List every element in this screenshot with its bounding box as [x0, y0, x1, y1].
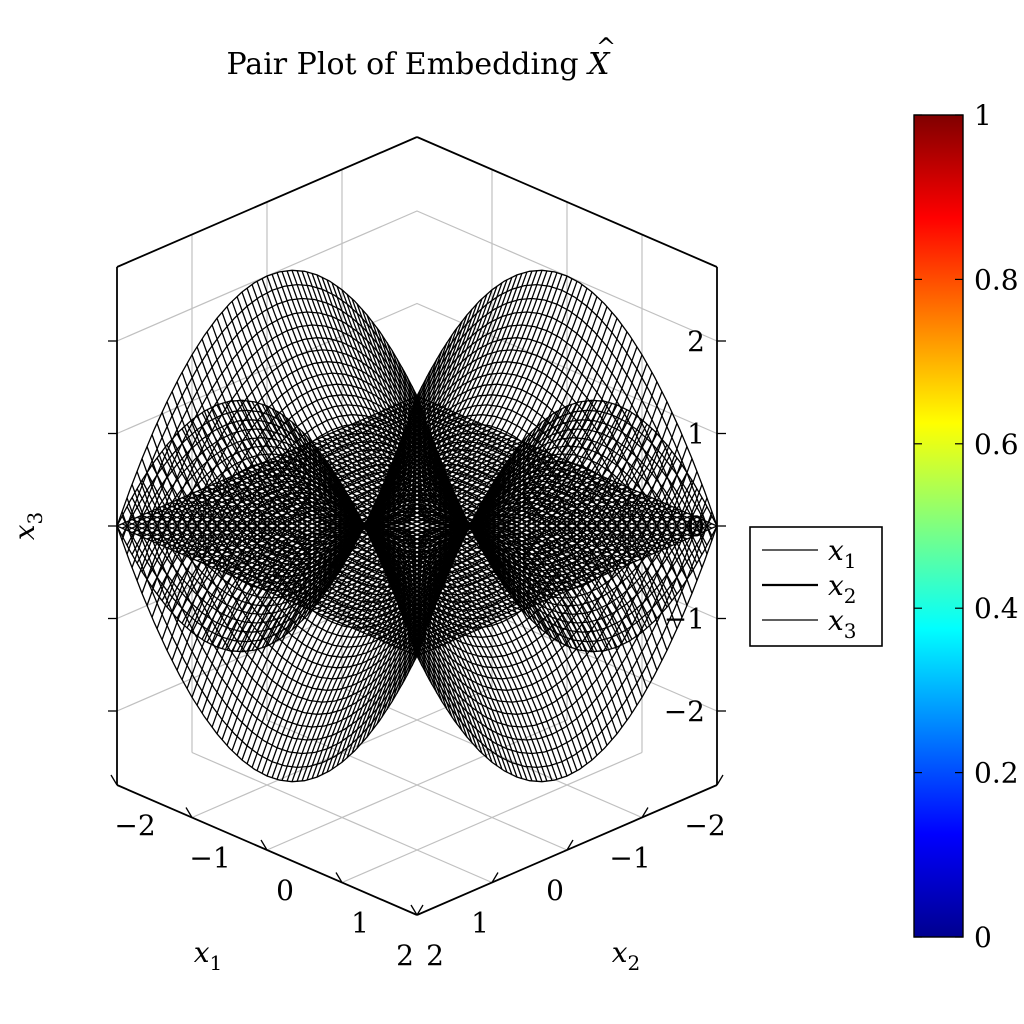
mesh-line-x1	[151, 434, 453, 691]
x1-tick	[491, 872, 499, 883]
mesh-line-x2	[401, 428, 703, 685]
mesh-line-x1	[116, 399, 418, 657]
mesh-line-x1	[116, 525, 418, 657]
x1-tick	[566, 839, 574, 851]
colorbar-tick-label: 0.6	[974, 428, 1019, 461]
mesh-line-x2	[411, 511, 713, 769]
colorbar-tick-label: 0.2	[974, 757, 1019, 790]
x1-axis-label: x1	[194, 936, 223, 975]
axis-edge	[116, 136, 418, 268]
z-tick-label: 0	[687, 510, 705, 543]
mesh-line-x1	[161, 411, 463, 669]
chart-title: Pair Plot of Embedding X	[226, 47, 611, 82]
mesh-line-x1	[136, 516, 438, 648]
mesh-line-x2	[391, 514, 693, 646]
axis-edge	[416, 136, 718, 268]
mesh-line-x2	[396, 471, 698, 728]
mesh-line-x2	[406, 497, 708, 755]
x1-tick-label: 0	[546, 874, 564, 907]
mesh-line-x1	[121, 511, 423, 769]
z-tick-label: 1	[687, 418, 705, 451]
mesh-line-x1	[131, 484, 433, 741]
x3-axis-label: x3	[8, 512, 47, 541]
colorbar-tick-label: 0.8	[974, 263, 1019, 296]
grid-line	[266, 719, 568, 851]
mesh-line-x2	[386, 453, 688, 710]
title-hat-mark: ^	[596, 33, 616, 61]
x1-tick	[641, 807, 649, 818]
mesh-line-x1	[136, 471, 438, 728]
grid-line	[116, 210, 718, 342]
x2-axis-label: x2	[612, 936, 641, 975]
x2-tick	[110, 774, 118, 786]
mesh-line-x1	[141, 458, 443, 715]
mesh-line-x2	[386, 446, 688, 703]
x1-tick	[716, 774, 724, 786]
mesh-line-x2	[411, 523, 713, 655]
grid-line	[191, 751, 493, 884]
mesh-line-x1	[126, 521, 428, 653]
mesh-line-x2	[391, 458, 693, 715]
mesh-line-x2	[366, 480, 668, 738]
colorbar: 0 0.2 0.4 0.6 0.8 1	[913, 99, 1019, 954]
legend-box	[749, 526, 883, 647]
mesh-line-x2	[391, 445, 693, 702]
grid-line	[116, 302, 718, 435]
mesh-line-x1	[131, 428, 433, 685]
mesh-line-x1	[156, 422, 458, 680]
mesh-line-x2	[396, 437, 698, 694]
colorbar-tick-label: 1	[974, 99, 992, 132]
mesh-line-x2	[406, 521, 708, 653]
colorbar-tick-label: 0	[974, 921, 992, 954]
surface-x3	[116, 269, 718, 783]
mesh-line-x2	[416, 399, 718, 657]
x2-tick-label: 2	[426, 939, 444, 972]
mesh-line-x1	[156, 508, 458, 640]
x2-tick	[335, 872, 343, 883]
x2-tick-label: 1	[351, 907, 369, 940]
x1-tick-label: −2	[684, 809, 725, 842]
z-tick-label: −2	[664, 695, 705, 728]
colorbar-gradient	[913, 114, 964, 938]
z-tick-label: 2	[687, 325, 705, 358]
x1-tick-label: 1	[471, 907, 489, 940]
x2-tick-label: −1	[189, 842, 230, 875]
colorbar-tick-label: 0.4	[974, 592, 1019, 625]
x1-tick	[416, 904, 424, 916]
mesh-line-x2	[381, 460, 683, 718]
mesh-line-x1	[126, 497, 428, 755]
mesh-line-x1	[116, 525, 418, 783]
legend-label-x1: x1	[828, 534, 857, 573]
x1-tick-label: 2	[396, 939, 414, 972]
surface-mesh	[116, 269, 718, 783]
x2-tick	[260, 839, 268, 851]
mesh-line-x1	[146, 446, 448, 703]
mesh-line-x1	[121, 523, 423, 655]
mesh-line-x2	[376, 467, 678, 725]
grid-line	[341, 751, 643, 884]
mesh-line-x1	[131, 518, 433, 651]
x2-tick	[185, 807, 193, 818]
mesh-line-x2	[416, 525, 718, 783]
mesh-line-x2	[386, 512, 688, 644]
x2-tick-label: 0	[276, 874, 294, 907]
x2-tick-label: −2	[114, 809, 155, 842]
mesh-line-x2	[371, 474, 673, 732]
z-tick-label: −1	[664, 603, 705, 636]
x1-tick-label: −1	[609, 842, 650, 875]
grid-line	[116, 580, 718, 712]
x2-tick	[410, 904, 418, 916]
